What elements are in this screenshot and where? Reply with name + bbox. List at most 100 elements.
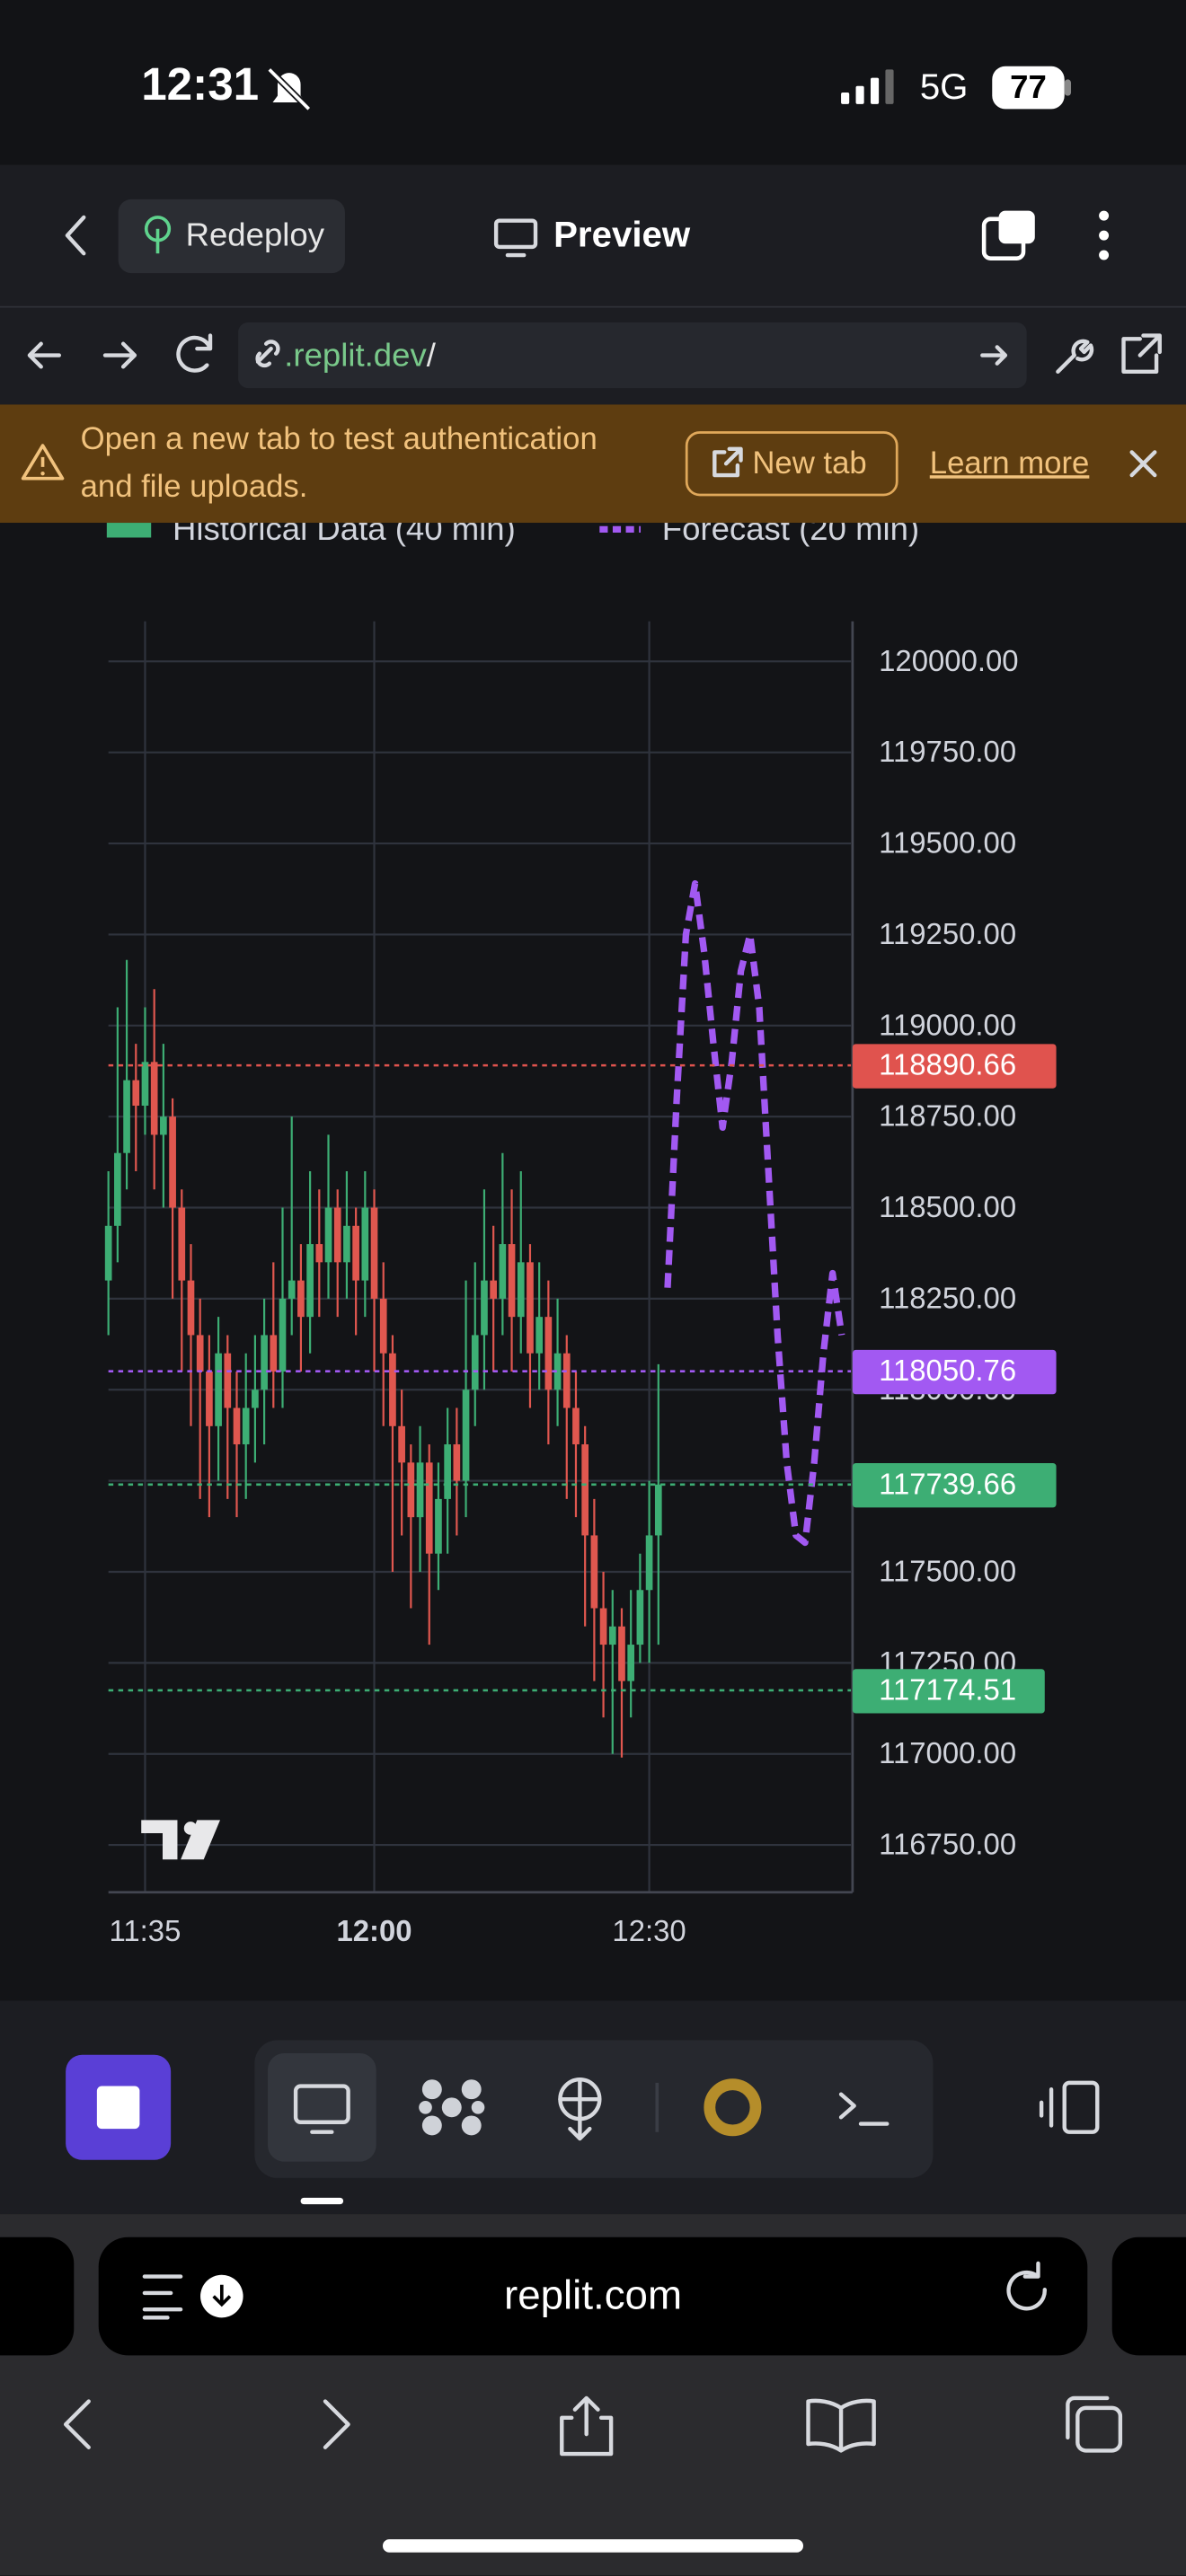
y-tick-label: 116750.00 — [879, 1828, 1016, 1861]
address-field[interactable] — [98, 2236, 1088, 2356]
candle-body — [517, 1262, 525, 1318]
shell-tab[interactable] — [838, 2092, 890, 2126]
candle-body — [398, 1425, 405, 1463]
link-icon — [255, 340, 280, 368]
back-button[interactable] — [65, 215, 86, 256]
url-path: / — [427, 336, 437, 373]
candle-body — [444, 1444, 451, 1499]
reader-icon — [142, 2274, 243, 2320]
nav-back[interactable] — [27, 341, 62, 369]
y-tick-label: 119000.00 — [879, 1008, 1016, 1041]
prev-tab[interactable] — [0, 2236, 75, 2356]
browser-forward[interactable] — [323, 2399, 350, 2449]
deploy-tab[interactable] — [558, 2078, 602, 2141]
go-button[interactable] — [980, 345, 1008, 366]
candle-body — [297, 1280, 305, 1318]
candle-body — [104, 1225, 112, 1281]
scroll-indicator — [300, 2197, 344, 2205]
candle-body — [654, 1484, 662, 1536]
new-tab-button[interactable] — [685, 431, 898, 497]
candle-body — [462, 1389, 470, 1481]
logo-dot — [183, 1822, 198, 1835]
candle-body — [160, 1116, 167, 1135]
banner-message: Open a new tab to test authentication — [81, 422, 597, 456]
warning-icon — [21, 444, 65, 481]
battery-level: 77 — [1010, 68, 1047, 105]
candle-body — [581, 1444, 589, 1536]
url-field[interactable] — [238, 322, 1027, 389]
candle-body — [169, 1116, 176, 1208]
redeploy-button[interactable] — [118, 198, 345, 274]
candle-body — [527, 1262, 534, 1354]
candle-body — [288, 1280, 296, 1299]
bookmarks[interactable] — [806, 2398, 876, 2453]
y-tick-label: 118250.00 — [879, 1281, 1016, 1314]
x-tick-label: 12:30 — [612, 1914, 686, 1947]
preview-tab[interactable] — [268, 2052, 376, 2162]
y-tick-label: 118750.00 — [879, 1099, 1016, 1133]
candle-body — [572, 1407, 580, 1445]
candle-body — [178, 1207, 186, 1281]
devtools[interactable] — [1056, 339, 1094, 375]
x-tick-label: 11:35 — [110, 1914, 181, 1947]
tabs[interactable] — [1066, 2395, 1123, 2453]
reload-page[interactable] — [1006, 2261, 1047, 2311]
candle-body — [114, 1152, 121, 1226]
candle-body — [270, 1335, 278, 1372]
price-label: 118890.66 — [879, 1048, 1016, 1081]
redeploy-icon — [144, 216, 172, 254]
candle-body — [196, 1335, 204, 1372]
nav-forward[interactable] — [102, 341, 137, 369]
candle-body — [636, 1590, 644, 1645]
price-label: 117174.51 — [879, 1672, 1016, 1706]
banner — [0, 404, 1186, 524]
banner-message: and file uploads. — [81, 470, 308, 504]
price-label: 117739.66 — [879, 1467, 1016, 1500]
close-banner[interactable] — [1129, 450, 1157, 478]
learn-more-link[interactable]: Learn more — [930, 446, 1090, 481]
y-tick-label: 117500.00 — [879, 1555, 1016, 1588]
battery-cap — [1064, 79, 1072, 96]
chart: 116750.00117000.00117250.00117500.001177… — [104, 621, 1057, 1947]
candle-body — [343, 1225, 350, 1263]
url-host: .replit.dev — [284, 336, 427, 373]
candle-body — [618, 1626, 625, 1681]
files-tab[interactable] — [419, 2079, 485, 2136]
candle-body — [370, 1207, 378, 1299]
new-tab-label: New tab — [752, 446, 866, 481]
x-tick-label: 12:00 — [336, 1914, 412, 1947]
reload[interactable] — [176, 333, 213, 373]
next-tab[interactable] — [1111, 2236, 1186, 2356]
url-text: .replit.dev/ — [284, 336, 436, 373]
y-tick-label: 118500.00 — [879, 1190, 1016, 1223]
candle-body — [425, 1462, 433, 1554]
network-type: 5G — [920, 66, 969, 107]
candle-body — [141, 1062, 149, 1106]
share[interactable] — [560, 2395, 614, 2457]
candle-body — [627, 1645, 635, 1681]
candle-body — [315, 1244, 323, 1263]
y-tick-label: 120000.00 — [879, 644, 1018, 677]
redeploy-label: Redeploy — [186, 216, 325, 253]
forecast-line — [664, 880, 845, 1547]
new-tab-icon — [712, 446, 743, 478]
preview-title: Preview — [553, 215, 691, 255]
candle-body — [453, 1444, 461, 1481]
candle-body — [123, 1080, 130, 1153]
assistant-tab[interactable] — [704, 2078, 762, 2137]
menu-button[interactable] — [1099, 210, 1110, 260]
candle-body — [215, 1353, 222, 1426]
tabs-button[interactable] — [981, 210, 1035, 260]
open-external[interactable] — [1121, 333, 1162, 375]
candle-body — [279, 1298, 287, 1372]
browser-back[interactable] — [63, 2399, 91, 2449]
tradingview-logo — [141, 1820, 220, 1860]
candle-body — [562, 1353, 571, 1408]
candle-body — [508, 1244, 516, 1318]
status-bar — [0, 0, 1186, 165]
candle-body — [389, 1353, 396, 1426]
candle-body — [306, 1244, 314, 1318]
layout-button[interactable] — [1039, 2080, 1100, 2134]
price-label: 118050.76 — [879, 1354, 1016, 1387]
